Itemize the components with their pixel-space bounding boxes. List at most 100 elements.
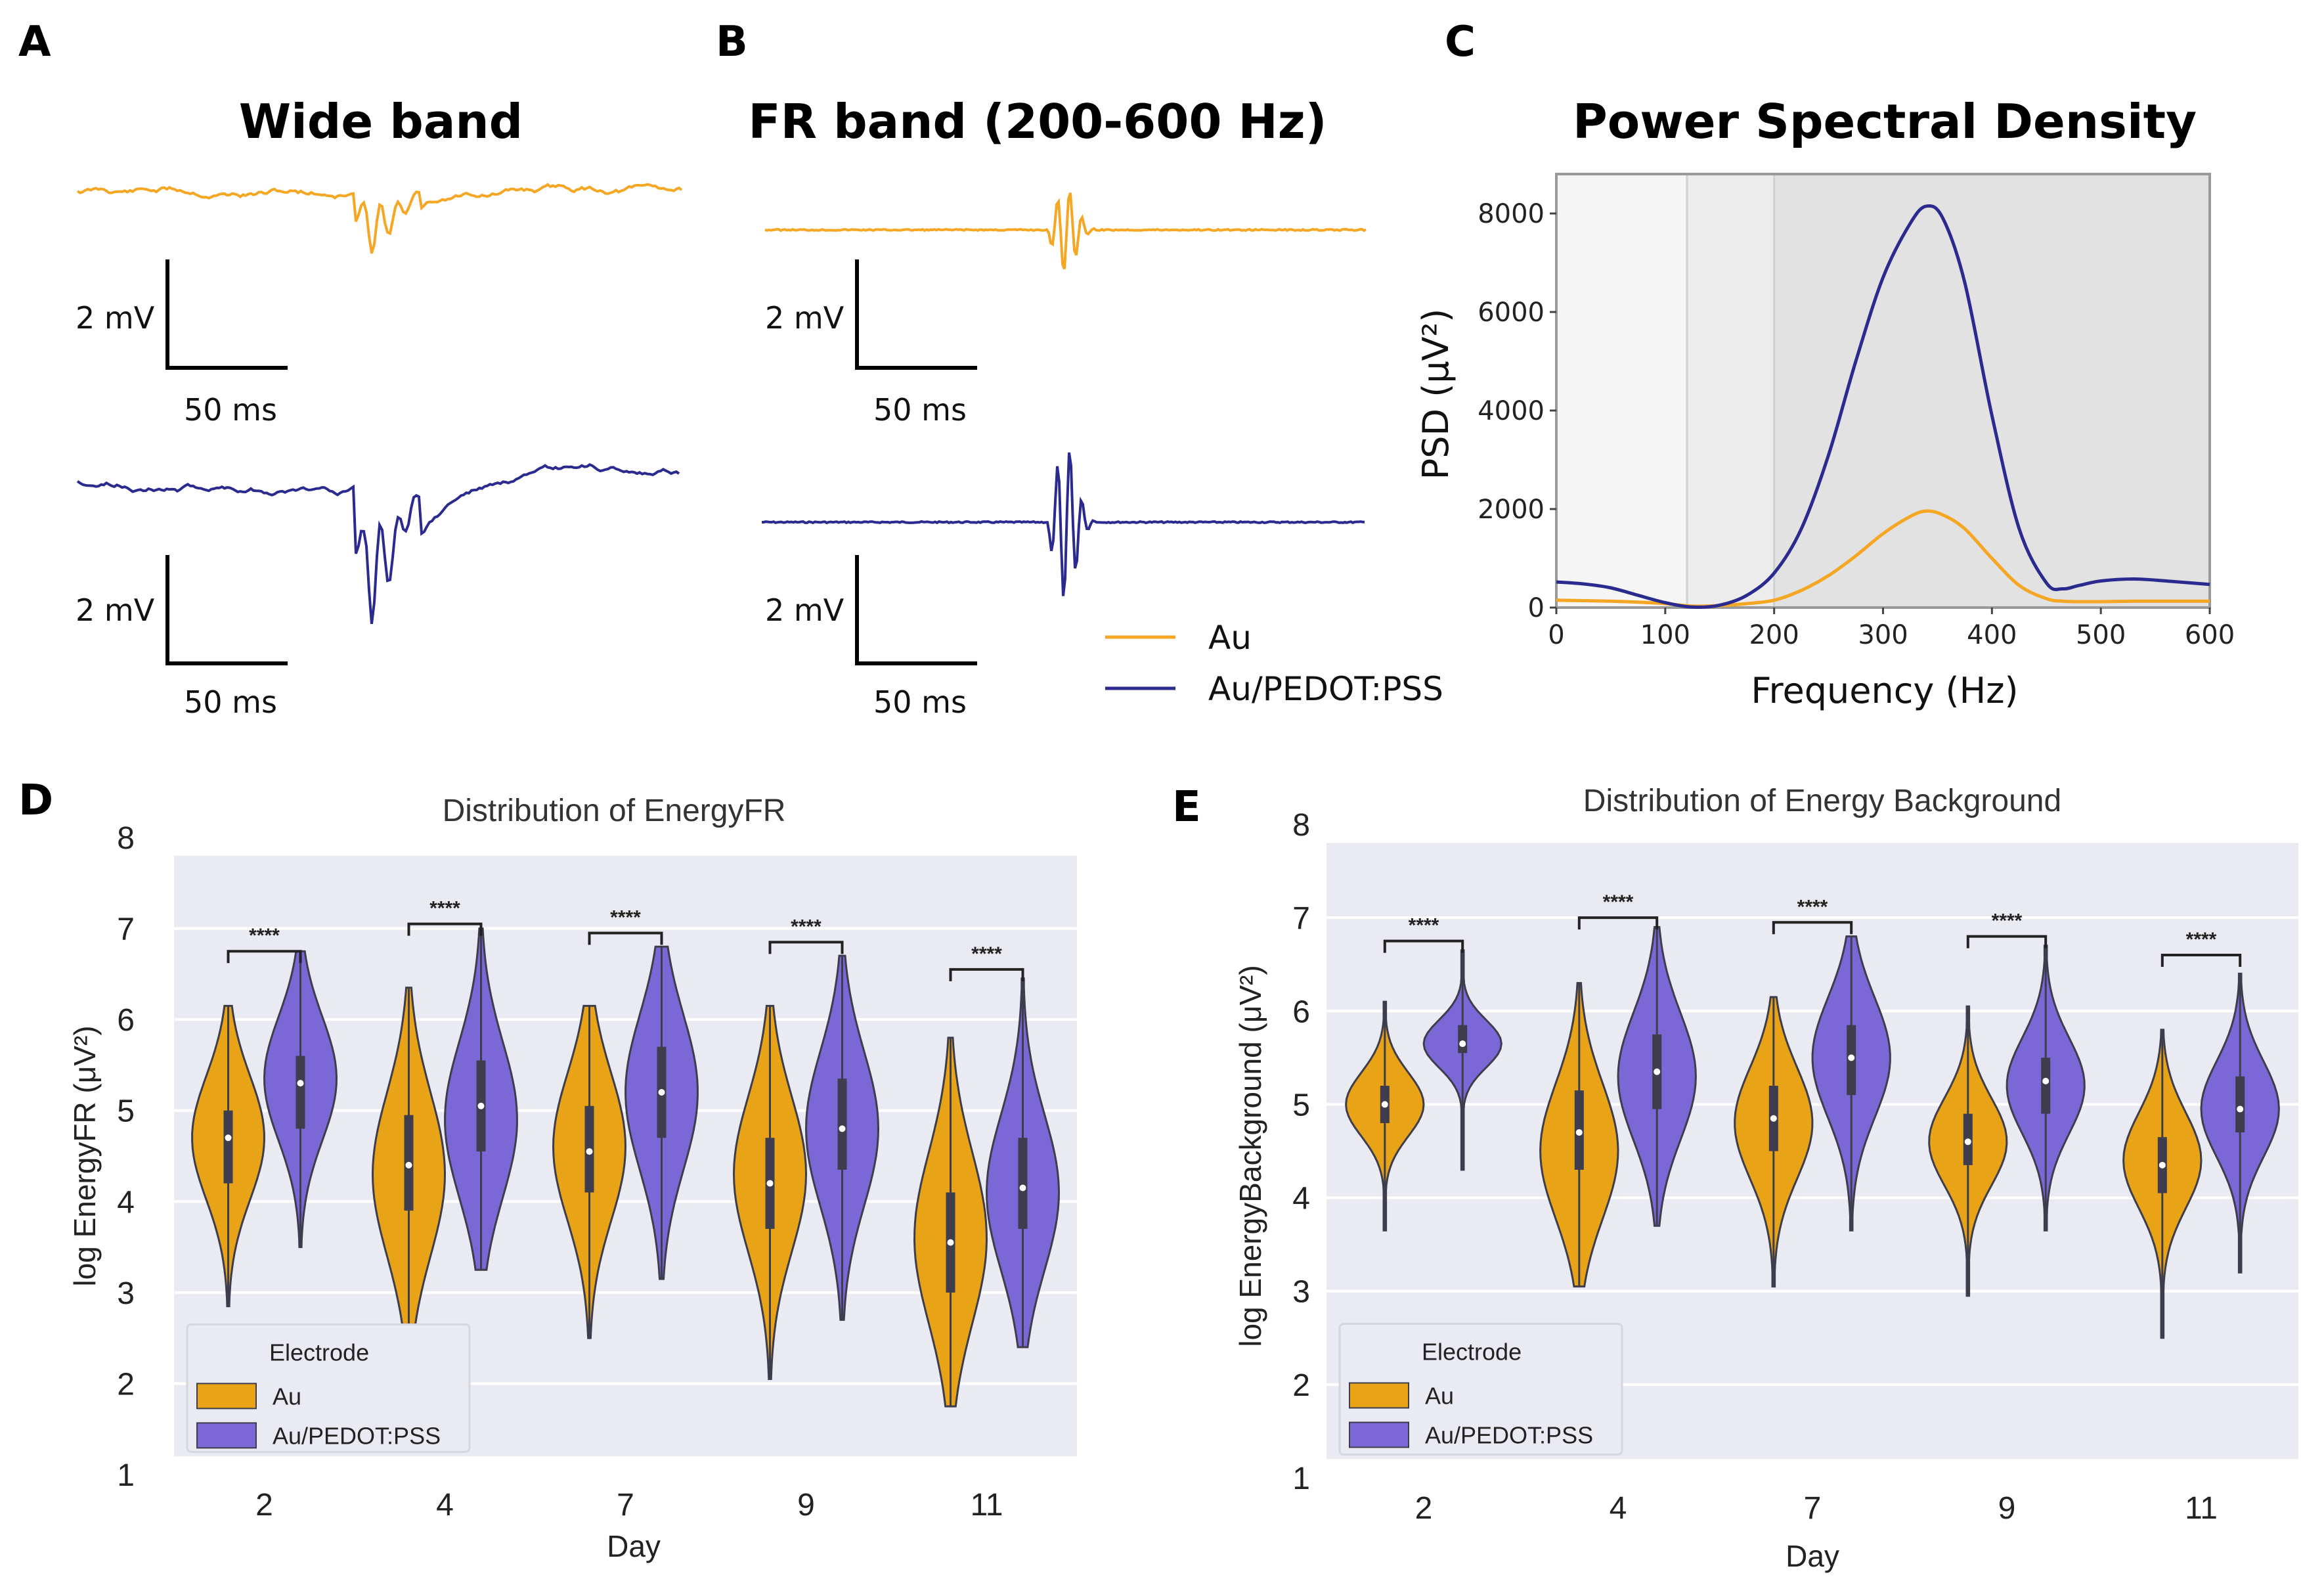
significance-label: **** [1992, 910, 2023, 932]
panel-label-c: C [1445, 18, 1476, 66]
violin-median-dot [1019, 1184, 1026, 1191]
violin-median-dot [766, 1180, 774, 1187]
panel-label-b: B [716, 18, 748, 66]
scalebar-v-label: 2 mV [765, 592, 844, 628]
ytick-label: 4 [1292, 1182, 1310, 1216]
psd-shaded-region [1687, 174, 1774, 608]
violin-median-dot [1381, 1101, 1388, 1108]
ytick-label: 5 [117, 1094, 135, 1129]
significance-bracket [407, 922, 483, 936]
energybg-ylabel: log EnergyBackground (μV²) [1233, 965, 1267, 1347]
legend-label-pedot: Au/PEDOT:PSS [1208, 670, 1443, 708]
violin-iqr-box [223, 1110, 233, 1184]
ytick-label: 7 [1292, 901, 1310, 936]
psd-xtick-label: 300 [1858, 620, 1908, 650]
energyfr-ylabel: log EnergyFR (μV²) [68, 1025, 102, 1286]
panel-label-e: E [1172, 783, 1201, 832]
violin-median-dot [658, 1089, 665, 1096]
ytick-label: 1 [117, 1458, 135, 1493]
ytick-label: 5 [1292, 1088, 1310, 1123]
psd-chart: Power Spectral Density 0 100 200 300 400 500 6… [1415, 94, 2235, 711]
ytick-label: 2 [117, 1367, 135, 1402]
xtick-label: 4 [436, 1488, 454, 1523]
scalebar-lines [165, 555, 288, 665]
violin-iqr-box [1018, 1138, 1028, 1229]
psd-xtick-label: 400 [1967, 620, 2017, 650]
violin-median-dot [839, 1125, 846, 1132]
significance-bracket [1772, 921, 1853, 935]
legend-title: Electrode [269, 1339, 369, 1366]
ytick-label: 2 [1292, 1368, 1310, 1403]
psd-ytick-label: 4000 [1478, 396, 1545, 426]
violin-median-dot [1459, 1040, 1466, 1048]
significance-label: **** [429, 898, 460, 920]
legend-box [186, 1323, 471, 1453]
wideband-trace-au [76, 183, 683, 254]
significance-label: **** [791, 916, 822, 937]
xtick-label: 9 [1998, 1491, 2016, 1526]
scalebar-h-label: 50 ms [873, 684, 967, 720]
significance-bracket [588, 931, 663, 945]
legend-label: Au/PEDOT:PSS [273, 1422, 441, 1449]
psd-xlabel: Frequency (Hz) [1751, 670, 2018, 711]
scalebar-a2: 2 mV 50 ms [76, 555, 288, 720]
scalebar-v-label: 2 mV [765, 300, 844, 336]
psd-xtick-label: 500 [2076, 620, 2126, 650]
significance-bracket [768, 941, 844, 954]
wideband-trace-pedot [76, 463, 680, 625]
significance-bracket [1383, 939, 1464, 953]
psd-ytick-label: 0 [1528, 593, 1545, 623]
ytick-label: 7 [117, 912, 135, 947]
violin-median-dot [405, 1161, 412, 1169]
scalebar-lines [855, 259, 977, 370]
energybg-title: Distribution of Energy Background [1583, 784, 2061, 818]
significance-bracket [1966, 935, 2048, 948]
legend-label-au: Au [1208, 619, 1252, 657]
ytick-label: 6 [117, 1003, 135, 1038]
legend-box [1338, 1322, 1623, 1456]
violin-median-dot [947, 1239, 954, 1246]
psd-line-au-pedot-pss [1556, 204, 2210, 610]
significance-bracket [2160, 954, 2242, 967]
violin-median-dot [297, 1080, 304, 1087]
violin-median-dot [2042, 1077, 2050, 1084]
significance-label: **** [1409, 915, 1439, 937]
ytick-label: 8 [117, 821, 135, 856]
significance-label: **** [971, 943, 1002, 965]
psd-xtick-label: 100 [1640, 620, 1690, 650]
ytick-label: 4 [117, 1185, 135, 1220]
legend-swatch [1349, 1382, 1409, 1409]
energybg-violin-chart: Distribution of Energy Background Day lo… [1233, 784, 2298, 1573]
violin-iqr-box [296, 1056, 305, 1129]
psd-xtick-label: 600 [2185, 620, 2235, 650]
psd-ytick-label: 2000 [1478, 495, 1545, 525]
xtick-label: 4 [1610, 1491, 1627, 1526]
violin-median-dot [586, 1148, 593, 1155]
panel-label-d: D [18, 776, 53, 825]
significance-bracket [949, 968, 1024, 981]
panel-a-title: Wide band [239, 94, 523, 149]
violin-iqr-box [2041, 1058, 2051, 1114]
legend-label: Au [1425, 1382, 1454, 1409]
violin-iqr-box [2235, 1076, 2245, 1133]
significance-label: **** [1797, 896, 1828, 918]
scalebar-b1: 2 mV 50 ms [765, 259, 977, 428]
violin-median-dot [1964, 1138, 1971, 1146]
ytick-label: 3 [1292, 1275, 1310, 1310]
violin-median-dot [1575, 1129, 1583, 1136]
psd-xtick-label: 0 [1548, 620, 1564, 650]
legend-swatch [196, 1422, 257, 1449]
xtick-label: 11 [971, 1488, 1003, 1523]
violin-median-dot [2159, 1161, 2166, 1169]
xtick-label: 2 [255, 1488, 273, 1523]
legend-swatch [1349, 1421, 1409, 1448]
legend-label: Au [273, 1383, 301, 1410]
significance-label: **** [610, 907, 641, 929]
energyfr-title: Distribution of EnergyFR [443, 793, 786, 828]
xtick-label: 11 [2185, 1491, 2218, 1526]
violin-median-dot [1848, 1054, 1855, 1061]
significance-label: **** [2186, 929, 2217, 950]
scalebar-v-label: 2 mV [76, 300, 155, 336]
ytick-label: 3 [117, 1276, 135, 1311]
